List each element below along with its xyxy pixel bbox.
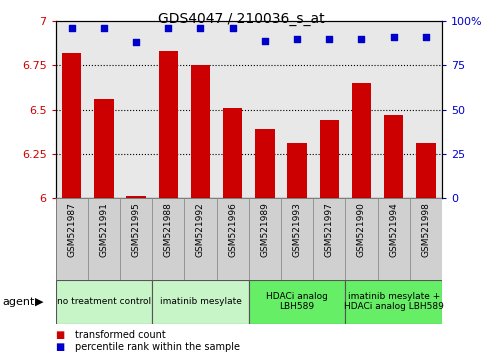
Text: HDACi analog
LBH589: HDACi analog LBH589	[266, 292, 328, 312]
Bar	[287, 143, 307, 198]
Text: GSM521995: GSM521995	[131, 202, 141, 257]
Text: GDS4047 / 210036_s_at: GDS4047 / 210036_s_at	[158, 12, 325, 27]
Bar	[120, 198, 152, 280]
Bar	[320, 120, 339, 198]
Point	[68, 25, 75, 31]
Text: agent: agent	[2, 297, 35, 307]
Bar	[94, 99, 114, 198]
Point	[132, 40, 140, 45]
Bar	[62, 53, 81, 198]
Text: GSM521987: GSM521987	[67, 202, 76, 257]
Text: GSM521998: GSM521998	[421, 202, 430, 257]
Bar	[352, 83, 371, 198]
Text: GSM521988: GSM521988	[164, 202, 173, 257]
Bar	[249, 198, 281, 280]
Text: ■: ■	[56, 330, 65, 339]
Text: GSM521994: GSM521994	[389, 202, 398, 257]
Bar	[416, 143, 436, 198]
Text: transformed count: transformed count	[75, 330, 166, 339]
Bar	[191, 65, 210, 198]
Text: GSM521990: GSM521990	[357, 202, 366, 257]
Bar	[249, 280, 345, 324]
Bar	[158, 51, 178, 198]
Bar	[313, 198, 345, 280]
Bar	[88, 198, 120, 280]
Bar	[345, 198, 378, 280]
Text: no treatment control: no treatment control	[57, 297, 151, 306]
Bar	[223, 108, 242, 198]
Bar	[185, 198, 216, 280]
Text: imatinib mesylate: imatinib mesylate	[159, 297, 242, 306]
Point	[197, 25, 204, 31]
Bar	[56, 280, 152, 324]
Text: GSM521991: GSM521991	[99, 202, 108, 257]
Point	[229, 25, 237, 31]
Bar	[152, 280, 249, 324]
Text: ▶: ▶	[35, 297, 43, 307]
Text: imatinib mesylate +
HDACi analog LBH589: imatinib mesylate + HDACi analog LBH589	[344, 292, 443, 312]
Point	[100, 25, 108, 31]
Bar	[152, 198, 185, 280]
Bar	[384, 115, 403, 198]
Point	[164, 25, 172, 31]
Point	[422, 34, 430, 40]
Text: GSM521996: GSM521996	[228, 202, 237, 257]
Text: ■: ■	[56, 342, 65, 352]
Point	[390, 34, 398, 40]
Point	[293, 36, 301, 42]
Point	[357, 36, 365, 42]
Point	[261, 38, 269, 44]
Text: GSM521989: GSM521989	[260, 202, 270, 257]
Point	[326, 36, 333, 42]
Bar	[56, 198, 88, 280]
Bar	[281, 198, 313, 280]
Bar	[345, 280, 442, 324]
Text: percentile rank within the sample: percentile rank within the sample	[75, 342, 240, 352]
Bar	[216, 198, 249, 280]
Text: GSM521993: GSM521993	[293, 202, 301, 257]
Bar	[255, 129, 274, 198]
Text: GSM521992: GSM521992	[196, 202, 205, 257]
Text: GSM521997: GSM521997	[325, 202, 334, 257]
Bar	[378, 198, 410, 280]
Bar	[127, 196, 146, 198]
Bar	[410, 198, 442, 280]
